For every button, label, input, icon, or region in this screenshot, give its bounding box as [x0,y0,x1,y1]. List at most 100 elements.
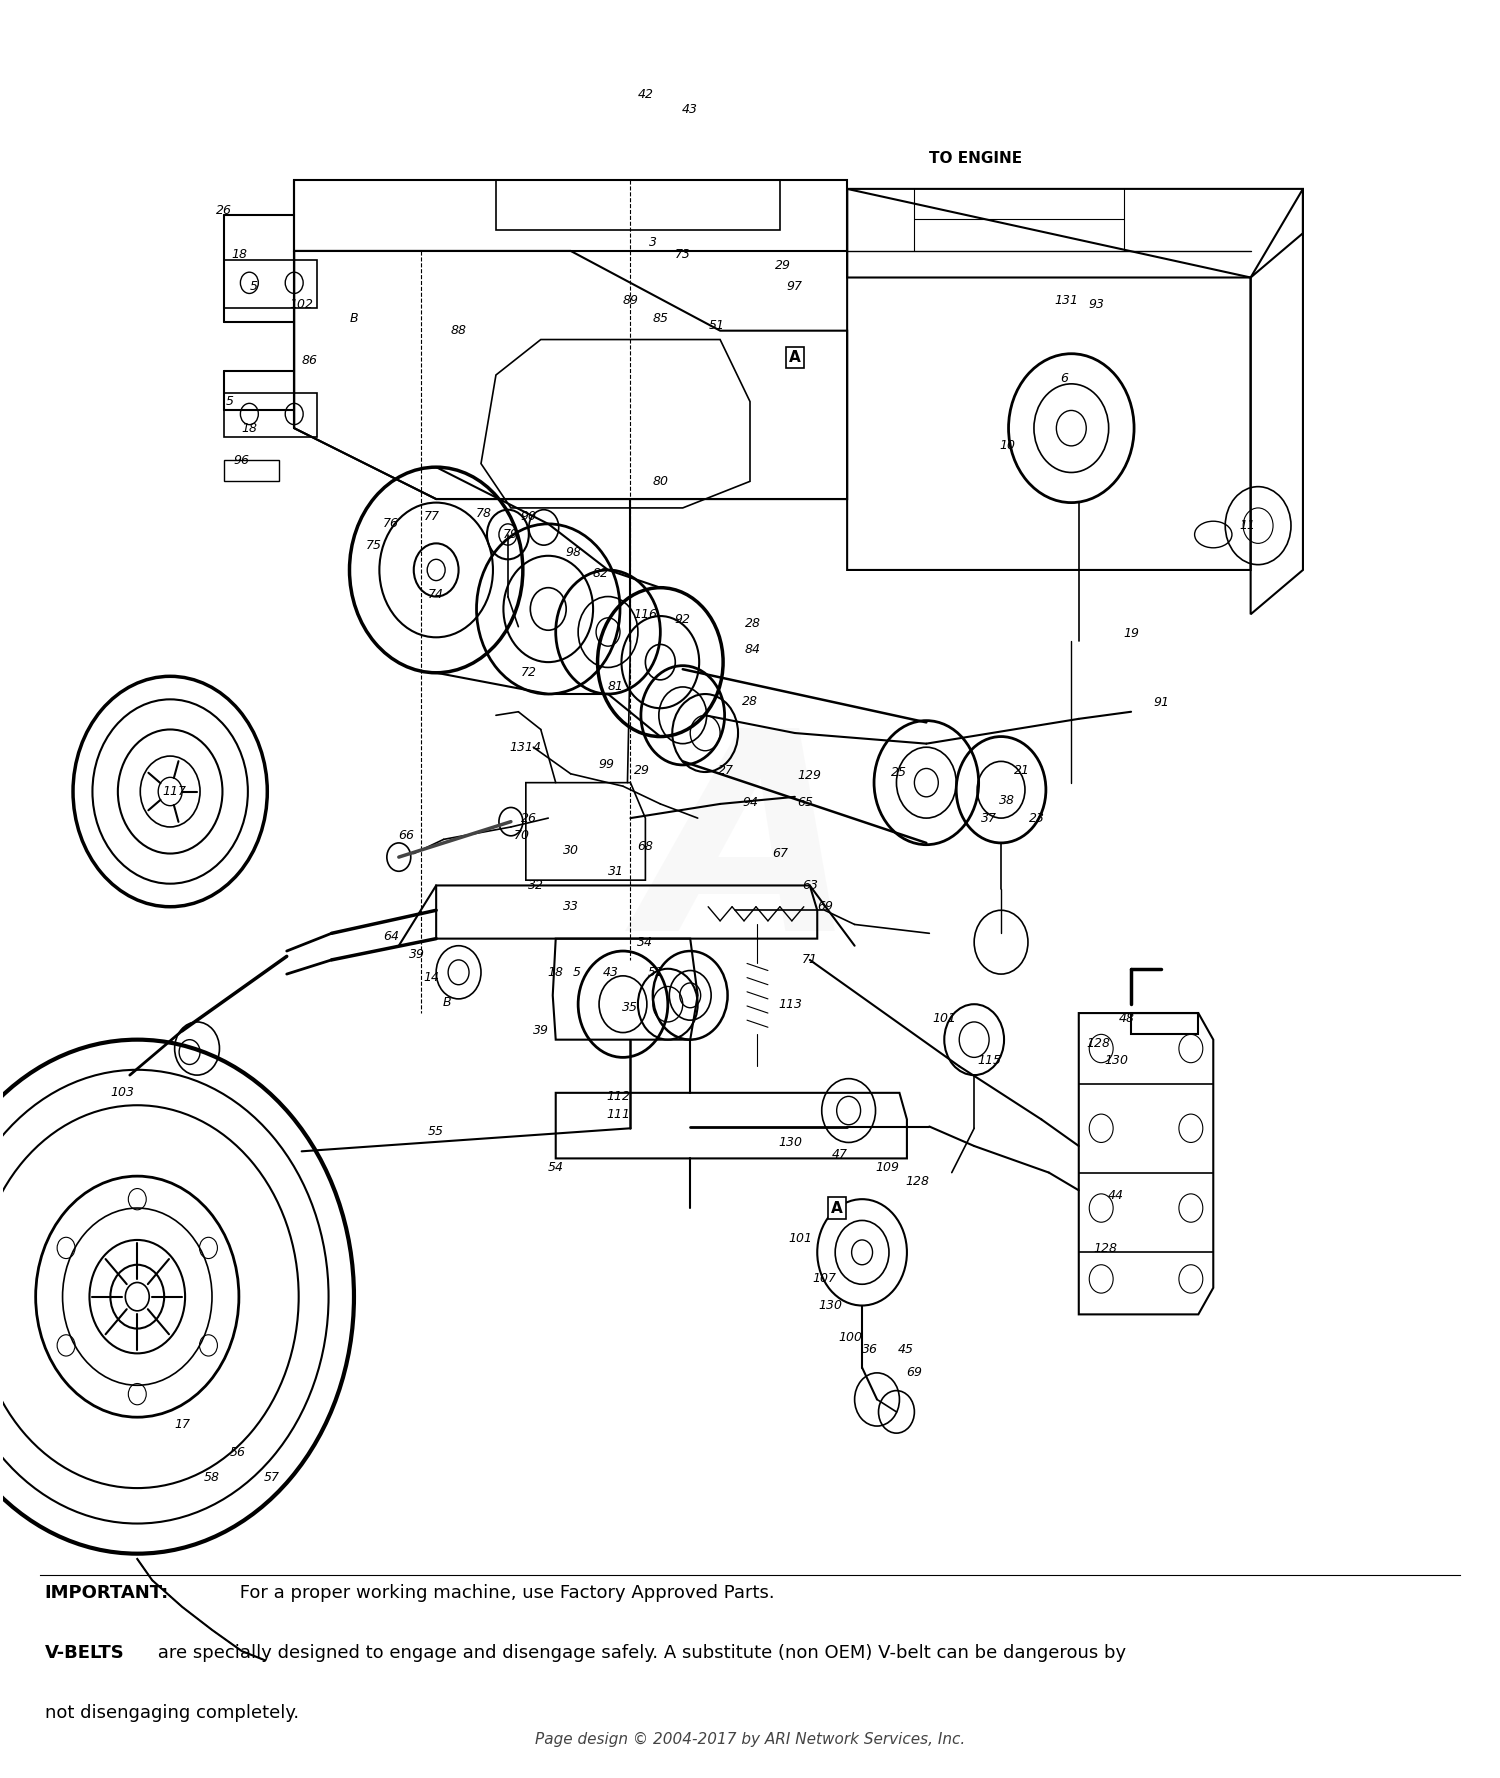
Text: 88: 88 [450,324,466,338]
Text: 91: 91 [1154,697,1168,709]
Text: IMPORTANT:: IMPORTANT: [45,1584,170,1602]
Text: 26: 26 [216,204,232,217]
Text: 111: 111 [606,1108,630,1120]
Text: 69: 69 [816,900,833,914]
Text: For a proper working machine, use Factory Approved Parts.: For a proper working machine, use Factor… [234,1584,776,1602]
Text: 74: 74 [427,589,444,601]
Text: 100: 100 [839,1332,862,1344]
Text: 109: 109 [876,1161,900,1173]
Text: 107: 107 [813,1273,837,1285]
Text: 129: 129 [798,770,822,782]
Text: 69: 69 [906,1366,922,1380]
Text: 21: 21 [1014,765,1031,777]
Text: B: B [442,996,452,1008]
Text: 5: 5 [251,279,258,293]
Text: Page design © 2004-2017 by ARI Network Services, Inc.: Page design © 2004-2017 by ARI Network S… [536,1732,964,1748]
Text: 99: 99 [598,759,615,772]
Text: 38: 38 [999,795,1016,807]
Text: 94: 94 [742,795,758,809]
Text: 81: 81 [608,681,624,693]
Text: 17: 17 [174,1417,190,1431]
Text: 29: 29 [634,765,651,777]
Text: B: B [350,311,358,325]
Text: are specially designed to engage and disengage safely. A substitute (non OEM) V-: are specially designed to engage and dis… [152,1645,1126,1662]
Text: 36: 36 [861,1344,877,1357]
Text: not disengaging completely.: not disengaging completely. [45,1705,298,1723]
Text: 54: 54 [548,1161,564,1173]
Text: 26: 26 [520,811,537,825]
Text: 66: 66 [399,829,414,843]
Text: A: A [642,718,858,989]
Text: 102: 102 [290,297,314,311]
Text: 98: 98 [566,546,582,558]
Text: 3: 3 [650,235,657,249]
Text: 128: 128 [906,1175,930,1188]
Text: 86: 86 [302,354,316,368]
Text: 35: 35 [622,1001,639,1013]
Text: 33: 33 [562,900,579,914]
Text: 64: 64 [384,930,399,944]
Text: 71: 71 [802,953,818,967]
Text: 14: 14 [423,971,439,983]
Text: 5: 5 [573,965,580,980]
Text: 27: 27 [718,765,734,777]
Text: 39: 39 [408,948,424,962]
Text: 29: 29 [776,258,790,272]
Text: 34: 34 [638,935,654,949]
Text: 80: 80 [652,475,669,487]
Text: 55: 55 [427,1125,444,1138]
Text: 30: 30 [562,843,579,857]
Text: 11: 11 [1239,519,1256,532]
Text: 130: 130 [819,1300,843,1312]
Text: 32: 32 [528,878,544,893]
Text: 117: 117 [162,786,186,798]
Text: 113: 113 [778,997,802,1010]
Text: 96: 96 [234,453,250,466]
Text: 58: 58 [204,1470,220,1485]
Text: 131: 131 [1054,293,1078,308]
Text: A: A [831,1200,843,1216]
Text: 130: 130 [778,1136,802,1149]
Text: 79: 79 [503,528,519,541]
Text: 57: 57 [264,1470,280,1485]
Text: 6: 6 [1060,372,1068,386]
Text: 89: 89 [622,293,639,308]
Text: 63: 63 [802,878,818,893]
Text: 85: 85 [652,311,669,325]
Text: V-BELTS: V-BELTS [45,1645,125,1662]
Text: 73: 73 [675,247,690,261]
Text: 45: 45 [897,1344,914,1357]
Text: 75: 75 [366,539,381,551]
Text: 103: 103 [111,1086,135,1099]
Text: 116: 116 [633,608,657,621]
Text: 72: 72 [520,667,537,679]
Text: 65: 65 [798,795,813,809]
Text: 84: 84 [746,644,760,656]
Text: 78: 78 [476,507,492,519]
Text: 42: 42 [638,89,654,101]
Text: A: A [789,350,801,364]
Text: 115: 115 [976,1054,1000,1067]
Text: 128: 128 [1094,1243,1118,1255]
Text: 18: 18 [231,247,248,261]
Text: 90: 90 [520,510,537,523]
Text: 101: 101 [933,1012,957,1024]
Text: 18: 18 [548,965,564,980]
Text: 43: 43 [603,965,619,980]
Text: 93: 93 [1089,297,1104,311]
Text: 48: 48 [1119,1012,1134,1024]
Text: 76: 76 [384,517,399,530]
Text: 28: 28 [746,617,760,629]
Text: 130: 130 [1104,1054,1128,1067]
Text: 47: 47 [831,1149,848,1161]
Text: 67: 67 [772,846,788,861]
Text: 70: 70 [513,829,529,843]
Text: 51: 51 [710,318,724,332]
Text: TO ENGINE: TO ENGINE [930,151,1023,167]
Text: 37: 37 [981,811,998,825]
Text: 128: 128 [1086,1037,1110,1049]
Text: 23: 23 [1029,811,1045,825]
Text: 56: 56 [230,1446,246,1460]
Text: 43: 43 [682,103,698,116]
Text: 28: 28 [742,695,758,708]
